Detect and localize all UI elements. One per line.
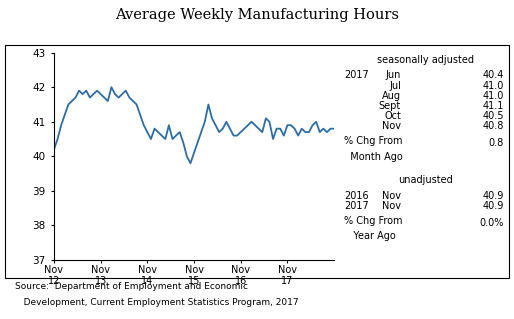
Text: unadjusted: unadjusted	[398, 175, 453, 185]
Text: Jul: Jul	[389, 81, 401, 91]
Text: seasonally adjusted: seasonally adjusted	[377, 55, 474, 65]
Text: 40.8: 40.8	[482, 122, 504, 131]
Text: Aug: Aug	[382, 91, 401, 101]
Text: Nov: Nov	[382, 191, 401, 201]
Text: Month Ago: Month Ago	[344, 152, 403, 162]
Text: Jun: Jun	[386, 70, 401, 80]
Text: 40.9: 40.9	[482, 191, 504, 201]
Text: 0.8: 0.8	[488, 138, 504, 148]
Text: Development, Current Employment Statistics Program, 2017: Development, Current Employment Statisti…	[15, 298, 299, 307]
Text: % Chg From: % Chg From	[344, 216, 403, 226]
Text: 2017: 2017	[344, 70, 369, 80]
Text: Nov: Nov	[382, 201, 401, 211]
Text: 40.4: 40.4	[482, 70, 504, 80]
Text: 41.0: 41.0	[482, 81, 504, 91]
Text: 2016: 2016	[344, 191, 369, 201]
Text: 41.1: 41.1	[482, 101, 504, 111]
Text: Source:  Department of Employment and Economic: Source: Department of Employment and Eco…	[15, 282, 248, 291]
Text: 2017: 2017	[344, 201, 369, 211]
Text: Average Weekly Manufacturing Hours: Average Weekly Manufacturing Hours	[115, 8, 399, 22]
Text: Oct: Oct	[384, 111, 401, 121]
Text: 0.0%: 0.0%	[480, 218, 504, 228]
Text: 40.5: 40.5	[482, 111, 504, 121]
Text: Sept: Sept	[379, 101, 401, 111]
Text: Year Ago: Year Ago	[344, 231, 396, 241]
Text: 40.9: 40.9	[482, 201, 504, 211]
Text: 41.0: 41.0	[482, 91, 504, 101]
Text: % Chg From: % Chg From	[344, 136, 403, 146]
Text: Nov: Nov	[382, 122, 401, 131]
